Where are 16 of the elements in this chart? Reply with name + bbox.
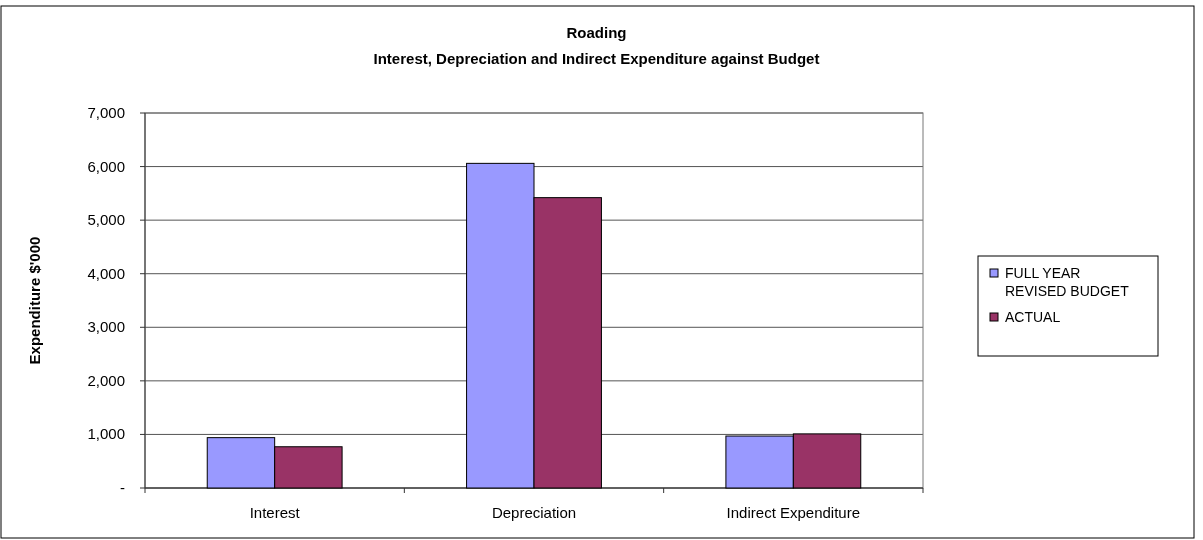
legend-label: FULL YEAR REVISED BUDGET	[1005, 265, 1130, 299]
y-axis-title: Expenditure $'000	[26, 236, 43, 365]
y-tick-label: 4,000	[87, 264, 125, 282]
y-tick-label: 7,000	[87, 104, 125, 121]
x-tick-label: Depreciation	[491, 504, 577, 521]
chart-subtitle: Interest, Depreciation and Indirect Expenditure against Budget	[373, 50, 820, 67]
y-tick-label: -	[120, 479, 125, 496]
legend-label: ACTUAL	[1005, 309, 1061, 325]
y-tick-label: 5,000	[87, 211, 125, 229]
x-tick-label: Interest	[249, 504, 301, 521]
y-tick-label: 1,000	[87, 425, 125, 443]
y-tick-label: 6,000	[87, 157, 125, 175]
y-tick-label: 3,000	[87, 318, 125, 336]
x-tick-label: Indirect Expenditure	[726, 504, 861, 521]
y-tick-label: 2,000	[87, 371, 125, 389]
chart-title: Roading	[566, 24, 627, 41]
